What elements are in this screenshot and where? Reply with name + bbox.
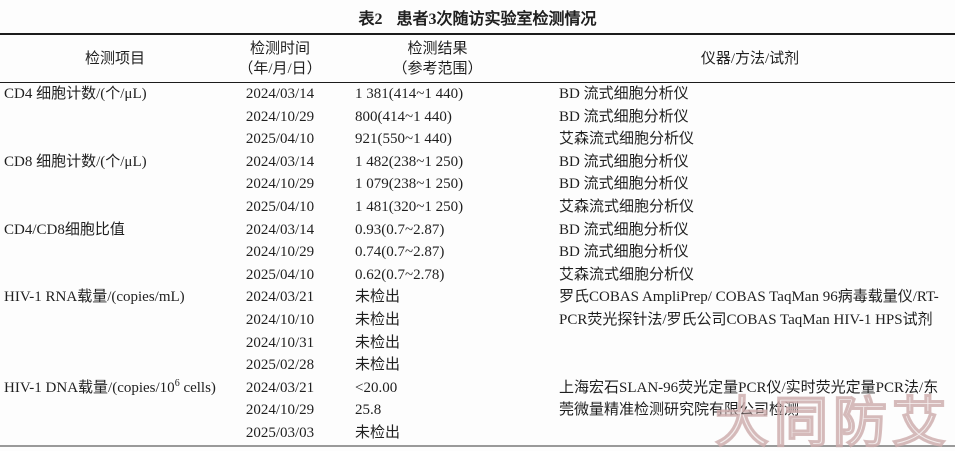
instrument-cell: BD 流式细胞分析仪 (559, 176, 689, 193)
result-cell: 800(414~1 440) (355, 108, 452, 125)
column-header-time: 检测时间 （年/月/日） (230, 34, 330, 83)
header-item-label: 检测项目 (84, 50, 145, 67)
date-cell: 2025/03/03 (245, 424, 315, 441)
test-item-label-sup: 6 (174, 377, 180, 389)
test-item-cell: CD4 细胞计数/(个/μL) (4, 86, 147, 102)
table-row: CD4/CD8细胞比值 2024/03/14 0.93(0.7~2.87) BD… (0, 219, 955, 242)
table-row: CD8 细胞计数/(个/μL) 2024/03/14 1 482(238~1 2… (0, 151, 955, 174)
result-cell: <20.00 (355, 379, 398, 396)
instrument-cell: BD 流式细胞分析仪 (559, 221, 689, 238)
instrument-cell: 上海宏石SLAN-96荧光定量PCR仪/实时荧光定量PCR法/东莞微量精准检测研… (559, 379, 939, 419)
column-header-result: 检测结果 （参考范围） (330, 34, 545, 83)
date-cell: 2024/03/14 (245, 86, 315, 102)
result-cell: 0.62(0.7~2.78) (355, 266, 445, 283)
table-row: HIV-1 DNA载量/(copies/106 cells) 2024/03/2… (0, 377, 955, 418)
test-item-cell: HIV-1 DNA载量/(copies/106 cells) (0, 377, 230, 446)
date-cell: 2024/03/21 (245, 379, 315, 396)
result-cell: 0.74(0.7~2.87) (355, 244, 445, 261)
header-instrument-label: 仪器/方法/试剂 (700, 50, 800, 67)
result-cell: 1 482(238~1 250) (355, 153, 464, 170)
test-item-cell: CD8 细胞计数/(个/μL) (4, 153, 147, 170)
result-cell: 未检出 (355, 289, 401, 306)
test-item-label-post: cells) (179, 379, 216, 396)
date-cell: 2025/04/10 (245, 198, 315, 215)
date-cell: 2025/02/28 (245, 357, 315, 374)
table-row: CD4 细胞计数/(个/μL) 2024/03/14 1 381(414~1 4… (0, 83, 955, 106)
result-cell: 0.93(0.7~2.87) (355, 221, 445, 238)
result-cell: 921(550~1 440) (355, 131, 452, 148)
test-item-cell: HIV-1 RNA载量/(copies/mL) (4, 289, 185, 306)
result-cell: 未检出 (355, 357, 401, 374)
instrument-cell: 艾森流式细胞分析仪 (559, 266, 695, 283)
table-row: 2024/10/10 未检出 (0, 309, 955, 332)
result-cell: 25.8 (355, 402, 382, 419)
date-cell: 2024/10/10 (245, 311, 315, 328)
date-cell: 2025/04/10 (245, 131, 315, 148)
result-cell: 1 481(320~1 250) (355, 198, 464, 215)
table-row: 2024/10/29 0.74(0.7~2.87) BD 流式细胞分析仪 (0, 241, 955, 264)
instrument-cell: 罗氏COBAS AmpliPrep/ COBAS TaqMan 96病毒载量仪/… (559, 289, 939, 328)
header-result-line1: 检测结果 (407, 40, 468, 57)
header-row: 检测项目 检测时间 （年/月/日） 检测结果 （参考范围） 仪器/方法/试剂 (0, 34, 955, 83)
table-row: 2025/04/10 1 481(320~1 250) 艾森流式细胞分析仪 (0, 196, 955, 219)
instrument-cell: BD 流式细胞分析仪 (559, 86, 689, 102)
table-title: 表2 患者3次随访实验室检测情况 (0, 0, 955, 33)
result-cell: 1 079(238~1 250) (355, 176, 464, 193)
date-cell: 2024/03/21 (245, 289, 315, 306)
test-item-cell: CD4/CD8细胞比值 (4, 221, 125, 238)
column-header-item: 检测项目 (0, 34, 230, 83)
date-cell: 2024/10/29 (245, 176, 315, 193)
date-cell: 2024/10/29 (245, 402, 315, 419)
test-item-label-pre: HIV-1 DNA载量/(copies/10 (4, 379, 175, 396)
column-header-instrument: 仪器/方法/试剂 (545, 34, 955, 83)
table-row: 2024/10/31 未检出 (0, 332, 955, 355)
table-number: 表2 (358, 10, 383, 28)
table-row: 2025/04/10 0.62(0.7~2.78) 艾森流式细胞分析仪 (0, 264, 955, 287)
table-row: 2025/02/28 未检出 (0, 354, 955, 377)
result-cell: 未检出 (355, 311, 401, 328)
table-caption: 患者3次随访实验室检测情况 (396, 10, 597, 28)
date-cell: 2024/03/14 (245, 153, 315, 170)
date-cell: 2024/10/29 (245, 244, 315, 261)
table-row: 2024/10/29 800(414~1 440) BD 流式细胞分析仪 (0, 106, 955, 129)
date-cell: 2024/10/31 (245, 334, 315, 351)
result-cell: 未检出 (355, 334, 401, 351)
date-cell: 2024/03/14 (245, 221, 315, 238)
instrument-cell: 艾森流式细胞分析仪 (559, 198, 695, 215)
table-row: 2024/10/29 25.8 (0, 399, 955, 422)
table-row: HIV-1 RNA载量/(copies/mL) 2024/03/21 未检出 罗… (0, 286, 955, 328)
lab-results-table: 检测项目 检测时间 （年/月/日） 检测结果 （参考范围） 仪器/方法/试剂 C… (0, 33, 955, 447)
date-cell: 2025/04/10 (245, 266, 315, 283)
instrument-cell: 艾森流式细胞分析仪 (559, 131, 695, 148)
header-result-line2: （参考范围） (392, 60, 483, 77)
table-row: 2025/03/03 未检出 (0, 422, 955, 446)
instrument-cell: BD 流式细胞分析仪 (559, 153, 689, 170)
instrument-cell: BD 流式细胞分析仪 (559, 108, 689, 125)
result-cell: 未检出 (355, 424, 401, 441)
header-time-line1: 检测时间 (249, 40, 310, 57)
table-row: 2025/04/10 921(550~1 440) 艾森流式细胞分析仪 (0, 128, 955, 151)
table-row: 2024/10/29 1 079(238~1 250) BD 流式细胞分析仪 (0, 173, 955, 196)
result-cell: 1 381(414~1 440) (355, 86, 464, 102)
date-cell: 2024/10/29 (245, 108, 315, 125)
instrument-cell: BD 流式细胞分析仪 (559, 244, 689, 261)
header-time-line2: （年/月/日） (238, 60, 322, 77)
